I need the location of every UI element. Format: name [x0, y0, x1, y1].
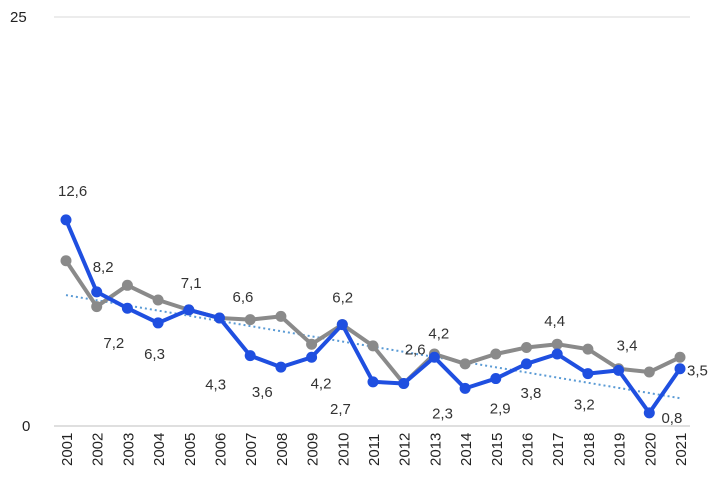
- series-0-point: [275, 361, 287, 373]
- series-0-point: [490, 373, 502, 385]
- x-tick-label: 2014: [458, 433, 475, 466]
- gridlines: [54, 16, 690, 427]
- series-1-point: [551, 338, 563, 350]
- data-label: 3,6: [252, 384, 273, 401]
- series-0-point: [521, 358, 532, 370]
- series-1-point: [490, 348, 502, 360]
- series-0-point: [613, 364, 625, 376]
- data-label: 6,3: [144, 346, 165, 363]
- x-tick-label: 2016: [520, 433, 537, 466]
- data-label: 4,3: [205, 377, 226, 394]
- x-tick-label: 2020: [642, 433, 659, 466]
- data-label: 12,6: [58, 183, 87, 200]
- series-0-point: [336, 319, 348, 331]
- x-tick-label: 2004: [151, 433, 168, 466]
- series-0-point: [367, 376, 379, 388]
- series-0-point: [183, 304, 195, 316]
- data-label: 6,2: [332, 290, 353, 307]
- series-0-point: [244, 350, 256, 362]
- series-1-point: [91, 301, 103, 313]
- data-label: 2,3: [432, 405, 453, 422]
- x-tick-label: 2019: [612, 433, 629, 466]
- data-label: 6,6: [233, 289, 254, 306]
- series-1-point: [306, 338, 318, 350]
- data-label: 2,7: [330, 401, 351, 418]
- x-tick-label: 2001: [59, 433, 76, 466]
- x-tick-label: 2011: [366, 434, 383, 466]
- x-tick-label: 2003: [120, 433, 137, 466]
- x-tick-label: 2010: [335, 433, 352, 466]
- data-label: 2,6: [405, 341, 426, 358]
- x-tick-label: 2017: [550, 433, 567, 466]
- data-label: 0,8: [661, 410, 682, 427]
- axes: 25 0 2001 2002 2003 2004 2005 2006 2007 2008 2009 2…: [10, 9, 690, 466]
- y-tick-label-max: 25: [10, 9, 27, 26]
- series-1-point: [582, 343, 594, 355]
- series-0-point: [582, 368, 594, 380]
- data-label: 7,2: [103, 335, 124, 352]
- data-label: 3,5: [687, 363, 708, 380]
- series-0-point: [459, 382, 471, 394]
- x-tick-label: 2007: [243, 433, 260, 466]
- series-1-point: [367, 340, 379, 352]
- data-label: 4,4: [544, 313, 565, 330]
- series-0-point: [214, 312, 225, 324]
- series-0-point: [121, 302, 133, 314]
- series-0-point: [674, 363, 686, 375]
- series-1-point: [244, 314, 256, 326]
- series-0-point: [551, 348, 563, 360]
- series-1-point: [121, 279, 133, 291]
- series-0-point: [306, 351, 318, 363]
- x-tick-label: 2015: [489, 433, 506, 466]
- data-label: 3,2: [574, 397, 595, 414]
- data-label: 3,8: [521, 385, 542, 402]
- series-0-point: [91, 286, 103, 298]
- data-label: 4,2: [311, 375, 332, 392]
- series-0-point: [428, 351, 440, 363]
- x-tick-label: 2012: [397, 433, 414, 466]
- series-1-point: [275, 310, 287, 322]
- series-1-point: [521, 341, 532, 353]
- data-label: 8,2: [93, 259, 114, 276]
- series-1-point: [60, 255, 72, 267]
- data-label: 7,1: [181, 275, 202, 292]
- series-group: [60, 214, 686, 419]
- x-tick-label: 2018: [581, 433, 598, 466]
- data-label: 3,4: [617, 337, 638, 354]
- series-1-point: [643, 366, 655, 378]
- x-tick-label: 2008: [274, 433, 291, 466]
- x-tick-label: 2006: [213, 433, 230, 466]
- x-tick-label: 2021: [673, 433, 690, 466]
- series-0-point: [398, 377, 410, 389]
- x-tick-label: 2009: [305, 433, 322, 466]
- series-1-point: [152, 294, 164, 306]
- series-1-point: [674, 351, 686, 363]
- series-0-point: [152, 317, 164, 329]
- x-tick-label: 2013: [427, 433, 444, 466]
- x-tick-label: 2002: [90, 433, 107, 466]
- x-tick-label: 2005: [182, 433, 199, 466]
- data-labels: 12,68,27,26,37,16,64,3 3,64,26,22,72,64,2…: [58, 183, 708, 427]
- series-1-point: [459, 358, 471, 370]
- y-tick-label-min: 0: [22, 418, 30, 435]
- data-label: 4,2: [428, 325, 449, 342]
- series-0-point: [60, 214, 72, 226]
- series-0-point: [643, 407, 655, 419]
- data-label: 2,9: [490, 401, 511, 418]
